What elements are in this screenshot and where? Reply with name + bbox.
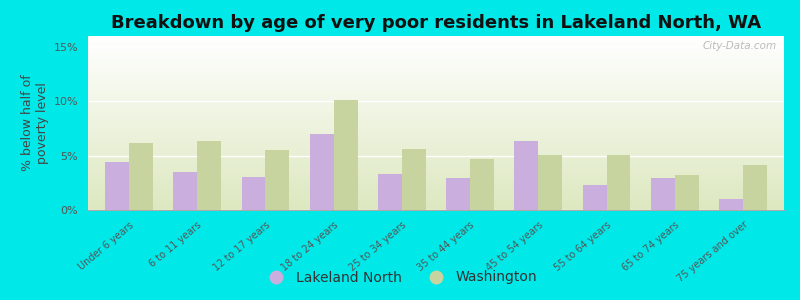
Text: City-Data.com: City-Data.com (703, 41, 777, 51)
Bar (378, 174, 402, 210)
Bar (446, 178, 470, 210)
Bar (129, 142, 153, 210)
Legend: Lakeland North, Washington: Lakeland North, Washington (257, 265, 543, 290)
Bar (719, 199, 743, 210)
Y-axis label: % below half of
poverty level: % below half of poverty level (22, 75, 50, 171)
Bar (743, 165, 767, 210)
Bar (266, 150, 290, 210)
Bar (242, 177, 266, 210)
Bar (174, 172, 197, 210)
Title: Breakdown by age of very poor residents in Lakeland North, WA: Breakdown by age of very poor residents … (111, 14, 761, 32)
Bar (197, 142, 221, 210)
Bar (402, 149, 426, 210)
Bar (606, 154, 630, 210)
Bar (105, 162, 129, 210)
Bar (514, 142, 538, 210)
Bar (310, 134, 334, 210)
Bar (470, 159, 494, 210)
Bar (651, 178, 675, 210)
Bar (582, 185, 606, 210)
Bar (334, 100, 358, 210)
Bar (538, 154, 562, 210)
Bar (675, 175, 698, 210)
